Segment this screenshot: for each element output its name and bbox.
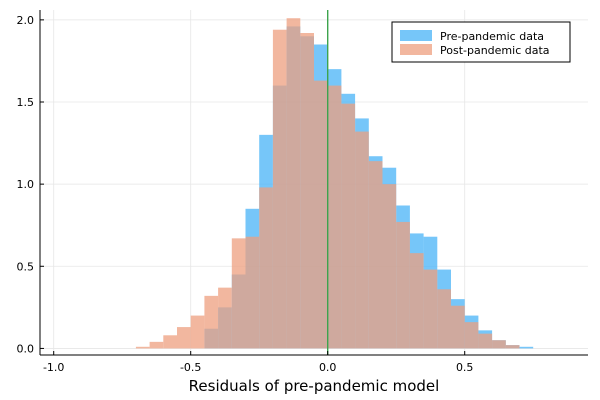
bar-series1-bin-2 — [163, 335, 177, 349]
legend-swatch-1 — [400, 44, 432, 55]
bar-series1-bin-15 — [341, 103, 356, 349]
legend-label-1: Post-pandemic data — [440, 44, 550, 57]
bar-series1-bin-10 — [272, 29, 287, 349]
axes — [39, 10, 588, 356]
y-tick-label-2: 1.0 — [17, 178, 35, 191]
bar-series1-bin-17 — [368, 161, 383, 349]
y-tick-label-3: 1.5 — [17, 96, 35, 109]
bar-series1-bin-25 — [478, 333, 493, 349]
bar-series1-bin-12 — [300, 33, 314, 349]
y-tick-label-0: 0.0 — [17, 342, 35, 355]
x-tick-label-3: 0.5 — [456, 361, 474, 374]
bar-series1-bin-20 — [409, 253, 424, 349]
bar-series1-bin-0 — [135, 346, 150, 349]
bar-series1-bin-27 — [505, 345, 520, 349]
x-tick-label-1: -0.5 — [180, 361, 201, 374]
bar-series1-bin-8 — [245, 236, 260, 349]
bar-series1-bin-9 — [259, 187, 273, 349]
tick-labels: -1.0 -0.5 0.0 0.5 0.0 0.5 1.0 1.5 2.0 — [17, 14, 474, 374]
bar-series1-bin-11 — [286, 18, 301, 349]
bar-series1-bin-5 — [204, 295, 219, 349]
legend-swatch-0 — [400, 30, 432, 41]
bar-series1-bin-18 — [382, 184, 397, 349]
bar-series1-bin-1 — [149, 341, 164, 349]
bar-series1-bin-22 — [437, 289, 451, 349]
bar-series1-bin-13 — [314, 80, 328, 349]
bar-series1-bin-19 — [396, 221, 410, 349]
series-post-pandemic — [135, 18, 520, 349]
bar-series1-bin-23 — [451, 305, 465, 349]
bar-series1-bin-14 — [327, 85, 342, 349]
y-tick-label-1: 0.5 — [17, 260, 35, 273]
bar-series1-bin-7 — [231, 238, 246, 349]
bar-series1-bin-26 — [492, 340, 506, 349]
x-tick-label-0: -1.0 — [43, 361, 64, 374]
bar-series1-bin-4 — [190, 315, 205, 349]
bar-series1-bin-3 — [177, 327, 191, 349]
y-tick-label-4: 2.0 — [17, 14, 35, 27]
legend-box — [391, 21, 571, 63]
bar-series1-bin-21 — [423, 269, 438, 349]
bar-series1-bin-16 — [355, 131, 369, 349]
x-tick-label-2: 0.0 — [319, 361, 337, 374]
bar-series0-bin-23 — [519, 346, 534, 349]
x-axis-title: Residuals of pre-pandemic model — [189, 377, 440, 395]
bar-series1-bin-24 — [464, 322, 479, 349]
legend-label-0: Pre-pandemic data — [440, 30, 544, 43]
bar-series1-bin-6 — [218, 287, 232, 349]
